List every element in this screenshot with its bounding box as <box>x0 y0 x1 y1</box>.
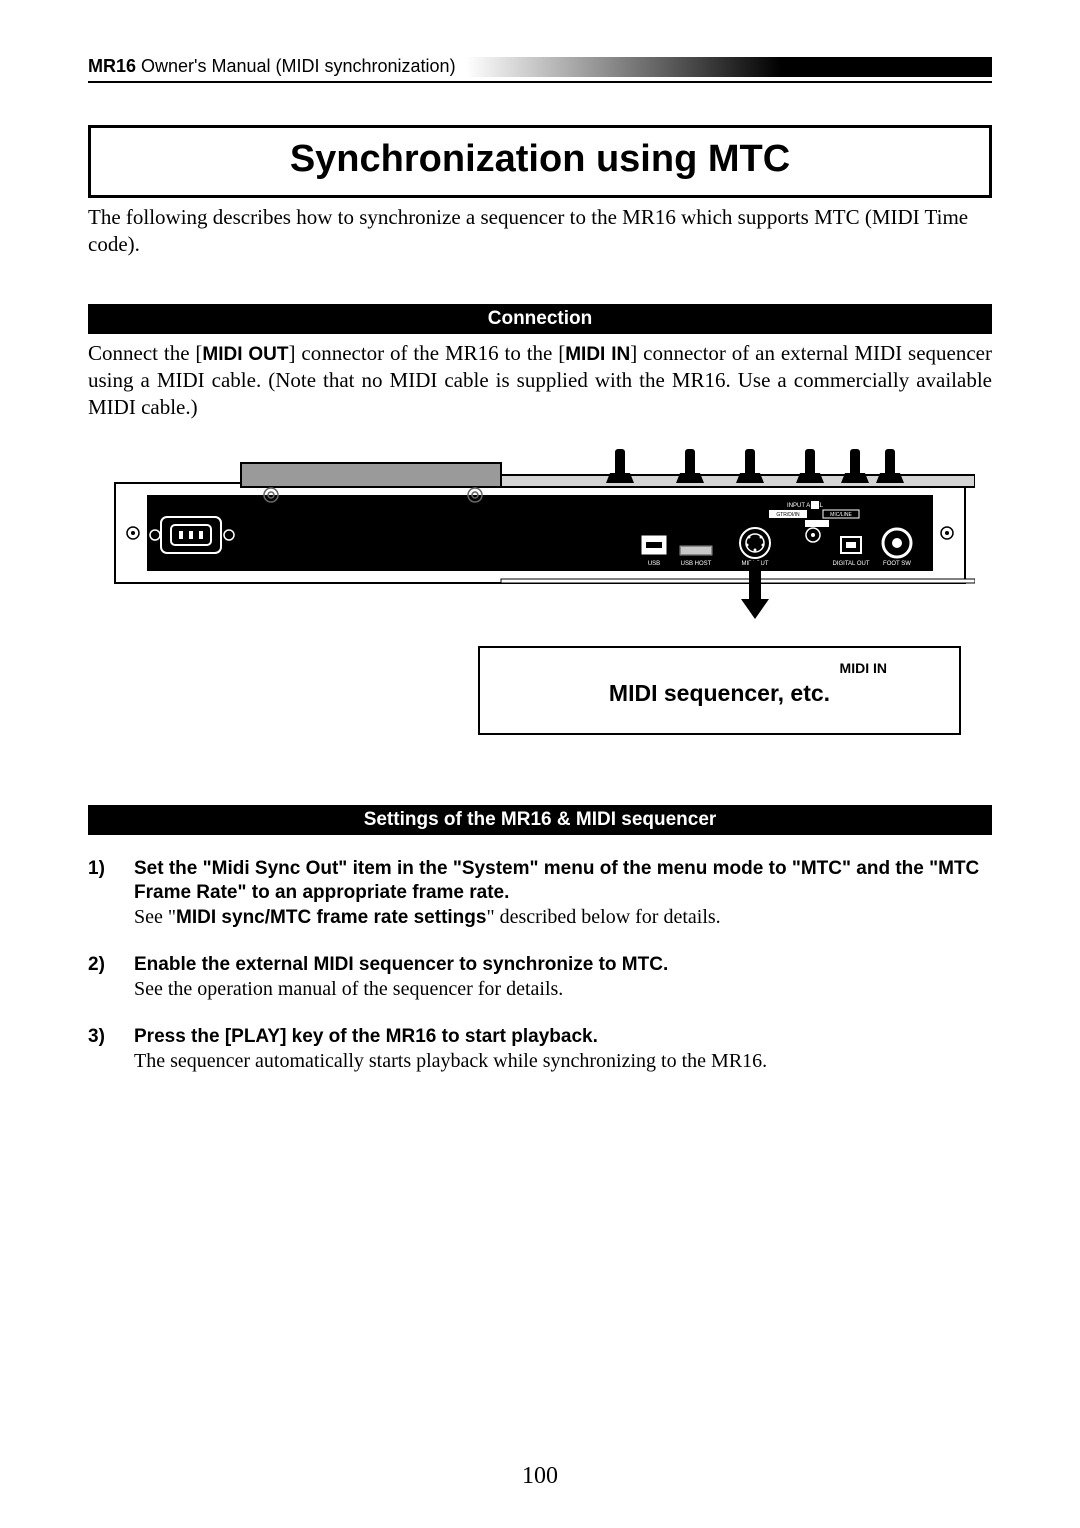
svg-text:MIC/LINE: MIC/LINE <box>830 512 852 518</box>
sequencer-box: MIDI IN MIDI sequencer, etc. <box>478 646 961 735</box>
midi-in-box-label: MIDI IN <box>496 660 943 676</box>
section-connection: Connection <box>88 304 992 334</box>
label-foot-sw: FOOT SW <box>883 561 911 567</box>
product-name: MR16 <box>88 56 136 76</box>
rear-panel-svg: INPUT A SEL GTR/DI/IN MIC/LINE USB USB H… <box>105 443 975 643</box>
section-settings: Settings of the MR16 & MIDI sequencer <box>88 805 992 835</box>
header-underline <box>88 81 992 83</box>
header-suffix: Owner's Manual (MIDI synchronization) <box>136 56 456 76</box>
step-number: 3) <box>88 1025 134 1075</box>
header-gradient <box>466 57 992 77</box>
step-number: 2) <box>88 953 134 1003</box>
label-usb-host: USB HOST <box>681 561 712 567</box>
page-title: Synchronization using MTC <box>88 125 992 198</box>
svg-text:GTR/DI/IN: GTR/DI/IN <box>776 512 800 518</box>
step-1: 1) Set the "Midi Sync Out" item in the "… <box>88 857 992 931</box>
page-number: 100 <box>0 1463 1080 1490</box>
step-detail: See the operation manual of the sequence… <box>134 977 992 1003</box>
intro-paragraph: The following describes how to synchroni… <box>88 204 992 258</box>
step-detail: The sequencer automatically starts playb… <box>134 1049 992 1075</box>
connection-diagram: INPUT A SEL GTR/DI/IN MIC/LINE USB USB H… <box>88 443 992 735</box>
step-3: 3) Press the [PLAY] key of the MR16 to s… <box>88 1025 992 1075</box>
step-heading: Enable the external MIDI sequencer to sy… <box>134 953 992 977</box>
step-heading: Press the [PLAY] key of the MR16 to star… <box>134 1025 992 1049</box>
step-number: 1) <box>88 857 134 931</box>
label-usb: USB <box>648 561 660 567</box>
header-text: MR16 Owner's Manual (MIDI synchronizatio… <box>88 56 456 77</box>
title-text: Synchronization using MTC <box>290 138 790 180</box>
page-header: MR16 Owner's Manual (MIDI synchronizatio… <box>88 56 992 77</box>
step-2: 2) Enable the external MIDI sequencer to… <box>88 953 992 1003</box>
step-heading: Set the "Midi Sync Out" item in the "Sys… <box>134 857 992 906</box>
step-detail: See "MIDI sync/MTC frame rate settings" … <box>134 905 992 931</box>
sequencer-label: MIDI sequencer, etc. <box>496 680 943 707</box>
connection-paragraph: Connect the [MIDI OUT] connector of the … <box>88 340 992 421</box>
midi-in-label: MIDI IN <box>565 344 630 365</box>
midi-out-label: MIDI OUT <box>202 344 288 365</box>
label-digital-out: DIGITAL OUT <box>832 561 869 567</box>
